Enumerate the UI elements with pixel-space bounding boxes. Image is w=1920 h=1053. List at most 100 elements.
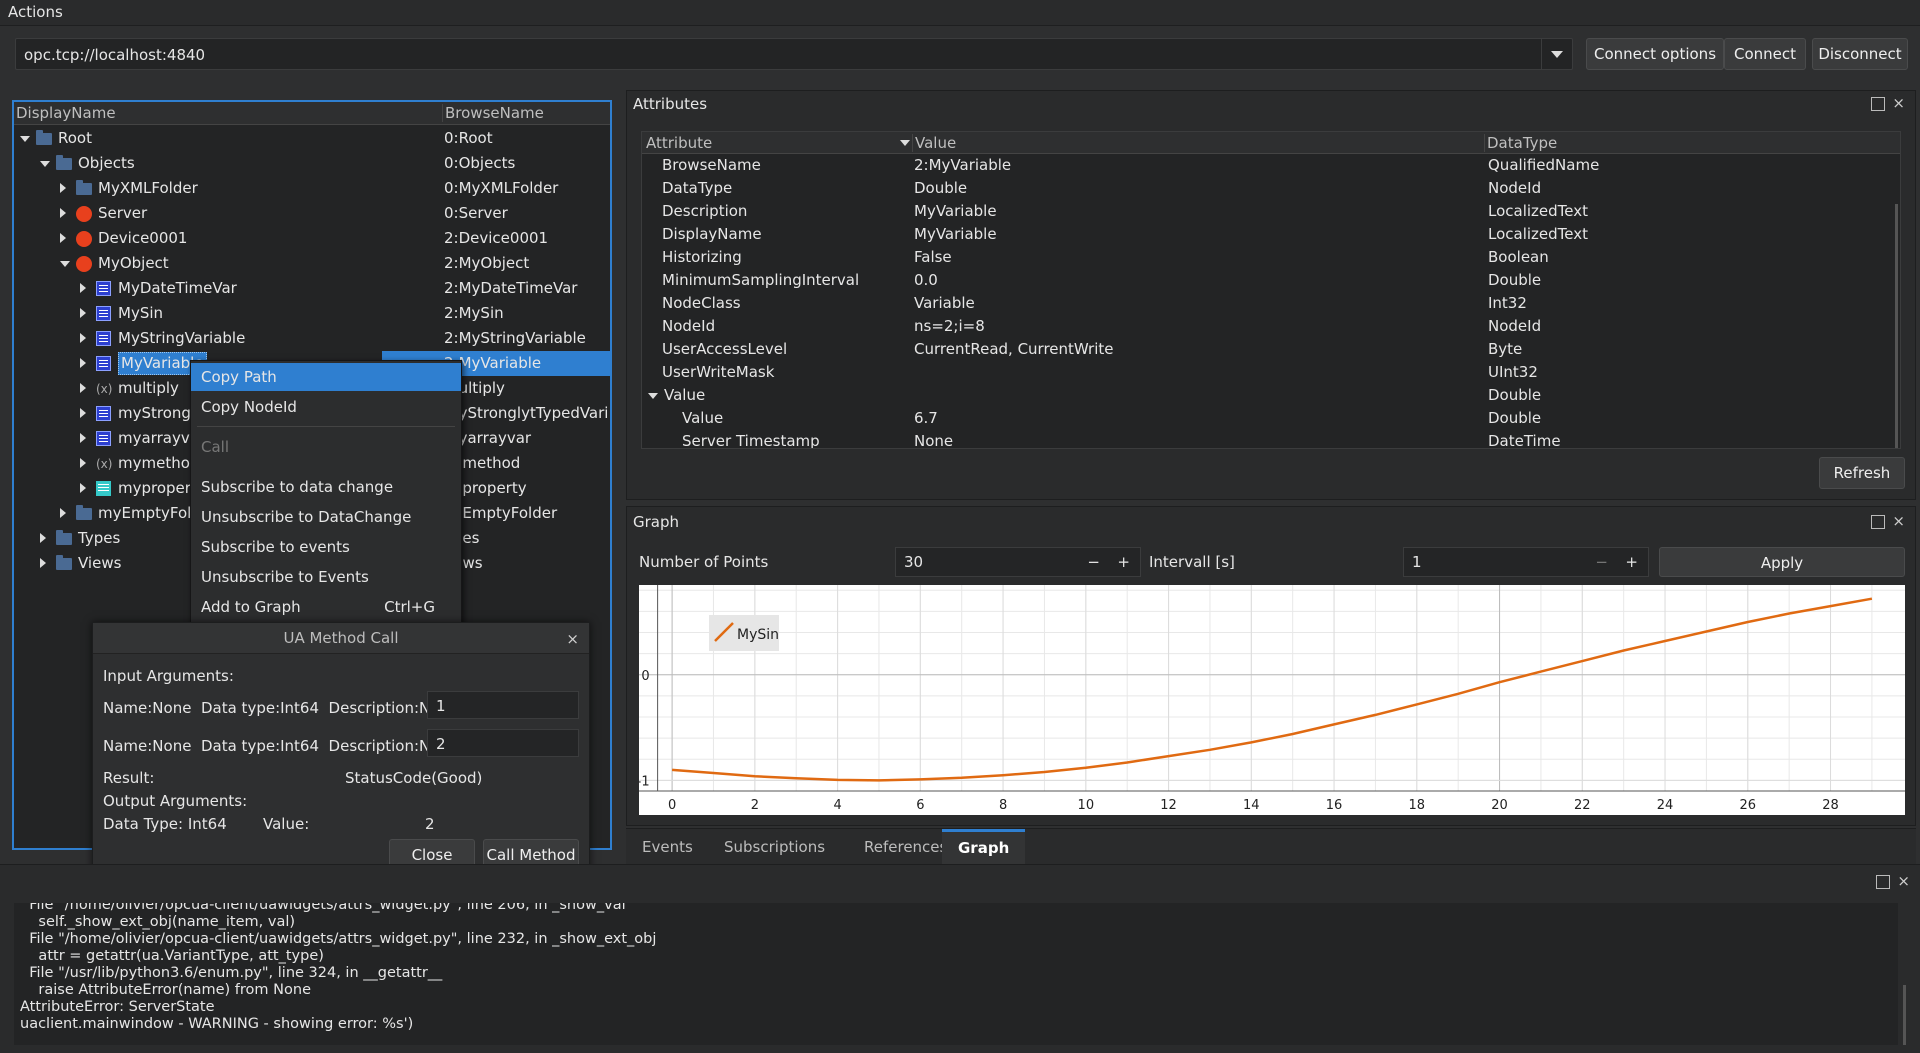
tree-row[interactable]: (x) mymethod nymethod [14,451,610,476]
collapsed-arrow-icon[interactable] [80,358,86,368]
connect-options-button[interactable]: Connect options [1586,38,1724,70]
tree-row[interactable]: Server 0:Server [14,201,610,226]
float-icon[interactable] [1876,875,1890,889]
arg2-label: Name:None Data type:Int64 Description:No… [103,737,459,755]
log-textarea[interactable]: File "/home/olivier/opcua-client/uawidge… [14,903,1898,1045]
refresh-button[interactable]: Refresh [1819,457,1905,489]
attributes-table[interactable]: Attribute Value DataType BrowseName 2:MyV… [641,131,1901,449]
points-spinbox[interactable]: 30 − + [895,547,1141,577]
menu-subscribe-events[interactable]: Subscribe to events [201,538,350,556]
plus-icon[interactable]: + [1117,553,1130,571]
close-icon[interactable]: × [1892,512,1905,530]
tree-row[interactable]: Device0001 2:Device0001 [14,226,610,251]
arg2-input[interactable]: 2 [427,729,579,757]
collapsed-arrow-icon[interactable] [60,508,66,518]
menu-unsubscribe-events[interactable]: Unsubscribe to Events [201,568,369,586]
attribute-row[interactable]: DataType Double NodeId [642,177,1882,200]
collapsed-arrow-icon[interactable] [40,558,46,568]
menu-unsubscribe-datachange[interactable]: Unsubscribe to DataChange [201,508,412,526]
collapsed-arrow-icon[interactable] [40,533,46,543]
tree-row[interactable]: MyObject 2:MyObject [14,251,610,276]
tab-references[interactable]: References [864,838,948,856]
menu-add-to-graph[interactable]: Add to Graph Ctrl+G [201,598,435,616]
collapsed-arrow-icon[interactable] [80,333,86,343]
tab-graph[interactable]: Graph [942,829,1026,868]
close-button[interactable]: Close [389,839,475,871]
tree-row[interactable]: MyStringVariable 2:MyStringVariable [14,326,610,351]
tree-row[interactable]: Root 0:Root [14,126,610,151]
collapsed-arrow-icon[interactable] [80,383,86,393]
attribute-row[interactable]: UserAccessLevel CurrentRead, CurrentWrite… [642,338,1882,361]
tree-row[interactable]: Objects 0:Objects [14,151,610,176]
attribute-row[interactable]: Value Double [642,384,1882,407]
node-browsename: 2:Device0001 [444,229,549,247]
attribute-value: Double [914,179,968,197]
float-icon[interactable] [1871,97,1885,111]
collapsed-arrow-icon[interactable] [60,183,66,193]
collapsed-arrow-icon[interactable] [80,433,86,443]
tree-row[interactable]: MyDateTimeVar 2:MyDateTimeVar [14,276,610,301]
attribute-row[interactable]: Value 6.7 Double [642,407,1882,430]
attribute-row[interactable]: Historizing False Boolean [642,246,1882,269]
expanded-arrow-icon[interactable] [40,161,50,167]
connect-button[interactable]: Connect [1724,38,1806,70]
attribute-value: CurrentRead, CurrentWrite [914,340,1114,358]
expanded-arrow-icon[interactable] [60,261,70,267]
log-scrollbar[interactable] [1903,985,1906,1045]
attribute-row[interactable]: MinimumSamplingInterval 0.0 Double [642,269,1882,292]
attribute-row[interactable]: NodeClass Variable Int32 [642,292,1882,315]
collapsed-arrow-icon[interactable] [60,233,66,243]
url-dropdown-button[interactable] [1541,39,1572,69]
collapsed-arrow-icon[interactable] [80,408,86,418]
arg1-input[interactable]: 1 [427,691,579,719]
attribute-row[interactable]: BrowseName 2:MyVariable QualifiedName [642,154,1882,177]
folder-icon [76,505,92,520]
col-value-header[interactable]: Value [912,134,956,152]
col-attribute-header[interactable]: Attribute [646,134,713,152]
tab-events[interactable]: Events [642,838,693,856]
close-icon[interactable]: × [1897,872,1910,890]
apply-button[interactable]: Apply [1659,547,1905,577]
attribute-row[interactable]: Server Timestamp None DateTime [642,430,1882,448]
attribute-row[interactable]: NodeId ns=2;i=8 NodeId [642,315,1882,338]
attribute-row[interactable]: Description MyVariable LocalizedText [642,200,1882,223]
interval-value: 1 [1412,553,1422,571]
sort-indicator-icon [900,140,910,146]
attribute-row[interactable]: UserWriteMask UInt32 [642,361,1882,384]
tree-row[interactable]: myEmptyFold nyEmptyFolder [14,501,610,526]
col-datatype-header[interactable]: DataType [1484,134,1557,152]
server-url-input[interactable] [22,43,1526,67]
close-icon[interactable]: × [1892,94,1905,112]
close-icon[interactable]: × [566,630,579,648]
tab-subscriptions[interactable]: Subscriptions [724,838,826,856]
collapsed-arrow-icon[interactable] [80,483,86,493]
menu-copy-nodeid[interactable]: Copy NodeId [201,398,297,416]
expanded-arrow-icon[interactable] [648,393,658,399]
float-icon[interactable] [1871,515,1885,529]
attribute-value: ns=2;i=8 [914,317,985,335]
expanded-arrow-icon[interactable] [20,136,30,142]
minus-icon[interactable]: − [1087,553,1100,571]
server-url-combobox[interactable] [15,38,1573,70]
col-browsename-header[interactable]: BrowseName [442,104,544,122]
collapsed-arrow-icon[interactable] [80,283,86,293]
tree-row[interactable]: myproperty nyproperty [14,476,610,501]
interval-spinbox[interactable]: 1 − + [1403,547,1649,577]
menu-copy-path[interactable]: Copy Path [191,363,461,391]
attributes-scrollbar[interactable] [1895,204,1898,448]
attribute-row[interactable]: DisplayName MyVariable LocalizedText [642,223,1882,246]
disconnect-button[interactable]: Disconnect [1812,38,1908,70]
tree-row[interactable]: myarrayvar myarrayvar [14,426,610,451]
tree-row[interactable]: MyXMLFolder 0:MyXMLFolder [14,176,610,201]
col-displayname-header[interactable]: DisplayName [16,104,116,122]
tree-row[interactable]: MySin 2:MySin [14,301,610,326]
tree-row[interactable]: myStrongly myStronglytTypedVari [14,401,610,426]
menu-actions[interactable]: Actions [8,3,63,21]
plus-icon[interactable]: + [1625,553,1638,571]
minus-icon[interactable]: − [1595,553,1608,571]
collapsed-arrow-icon[interactable] [60,208,66,218]
menu-subscribe-datachange[interactable]: Subscribe to data change [201,478,394,496]
log-line: AttributeError: ServerState [20,999,215,1015]
collapsed-arrow-icon[interactable] [80,458,86,468]
collapsed-arrow-icon[interactable] [80,308,86,318]
